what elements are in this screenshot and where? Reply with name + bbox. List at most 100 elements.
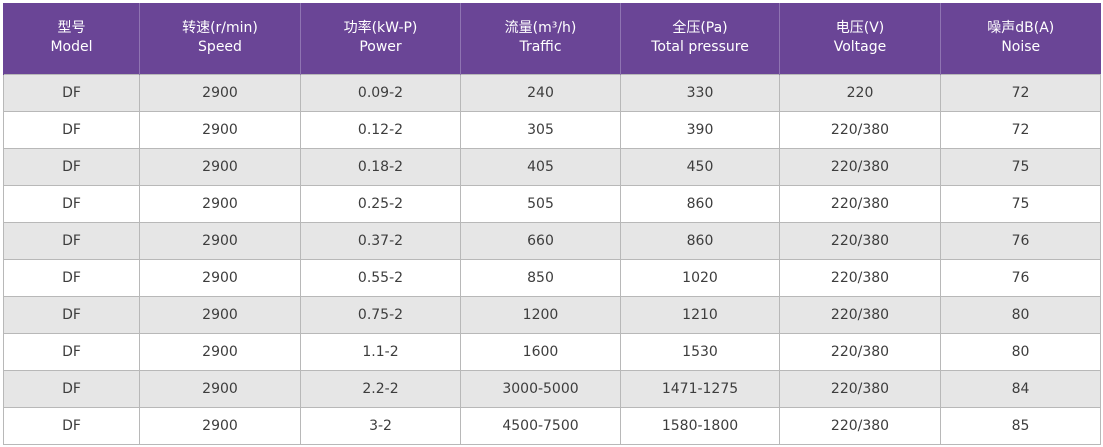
cell-traffic: 4500-7500: [460, 406, 621, 445]
cell-noise: 80: [940, 332, 1101, 371]
cell-speed: 2900: [139, 332, 301, 371]
cell-total-pressure: 1530: [620, 332, 780, 371]
cell-noise: 76: [940, 258, 1101, 297]
table-row: DF 2900 0.37-2 660 860 220/380 76: [3, 221, 1101, 260]
cell-traffic: 505: [460, 184, 621, 223]
header-power-cn: 功率(kW-P): [343, 20, 418, 37]
cell-power: 2.2-2: [300, 369, 461, 408]
cell-speed: 2900: [139, 110, 301, 149]
cell-noise: 75: [940, 184, 1101, 223]
header-total-pressure-cn: 全压(Pa): [672, 20, 728, 37]
cell-speed: 2900: [139, 184, 301, 223]
table-row: DF 2900 3-2 4500-7500 1580-1800 220/380 …: [3, 406, 1101, 445]
table-row: DF 2900 0.12-2 305 390 220/380 72: [3, 110, 1101, 149]
header-voltage-en: Voltage: [833, 39, 887, 56]
header-noise-en: Noise: [1001, 39, 1041, 56]
header-noise-cn: 噪声dB(A): [987, 20, 1055, 37]
header-total-pressure: 全压(Pa) Total pressure: [620, 3, 780, 74]
cell-total-pressure: 860: [620, 221, 780, 260]
cell-traffic: 405: [460, 147, 621, 186]
cell-voltage: 220/380: [779, 406, 941, 445]
cell-model: DF: [3, 147, 140, 186]
cell-power: 0.75-2: [300, 295, 461, 334]
cell-total-pressure: 1580-1800: [620, 406, 780, 445]
cell-noise: 80: [940, 295, 1101, 334]
cell-total-pressure: 1210: [620, 295, 780, 334]
cell-speed: 2900: [139, 258, 301, 297]
cell-speed: 2900: [139, 147, 301, 186]
header-noise: 噪声dB(A) Noise: [940, 3, 1101, 74]
cell-power: 0.09-2: [300, 73, 461, 112]
cell-total-pressure: 390: [620, 110, 780, 149]
cell-voltage: 220/380: [779, 258, 941, 297]
header-voltage-cn: 电压(V): [835, 20, 885, 37]
cell-model: DF: [3, 221, 140, 260]
header-speed-en: Speed: [198, 39, 242, 56]
cell-total-pressure: 330: [620, 73, 780, 112]
header-model-cn: 型号: [57, 20, 86, 37]
cell-power: 3-2: [300, 406, 461, 445]
cell-voltage: 220/380: [779, 110, 941, 149]
cell-noise: 84: [940, 369, 1101, 408]
cell-power: 0.25-2: [300, 184, 461, 223]
cell-voltage: 220/380: [779, 184, 941, 223]
cell-noise: 72: [940, 73, 1101, 112]
cell-speed: 2900: [139, 369, 301, 408]
header-power-en: Power: [359, 39, 402, 56]
cell-model: DF: [3, 258, 140, 297]
cell-noise: 72: [940, 110, 1101, 149]
cell-voltage: 220/380: [779, 369, 941, 408]
cell-model: DF: [3, 369, 140, 408]
table-body: DF 2900 0.09-2 240 330 220 72 DF 2900 0.…: [3, 73, 1101, 445]
cell-power: 0.18-2: [300, 147, 461, 186]
header-traffic-en: Traffic: [519, 39, 562, 56]
cell-traffic: 850: [460, 258, 621, 297]
cell-total-pressure: 1020: [620, 258, 780, 297]
cell-power: 0.12-2: [300, 110, 461, 149]
table-row: DF 2900 0.75-2 1200 1210 220/380 80: [3, 295, 1101, 334]
cell-total-pressure: 1471-1275: [620, 369, 780, 408]
cell-model: DF: [3, 295, 140, 334]
header-traffic-cn: 流量(m³/h): [504, 20, 577, 37]
cell-model: DF: [3, 406, 140, 445]
cell-model: DF: [3, 73, 140, 112]
cell-voltage: 220/380: [779, 332, 941, 371]
table-header: 型号 Model 转速(r/min) Speed 功率(kW-P) Power …: [3, 3, 1101, 74]
header-model-en: Model: [50, 39, 93, 56]
table-row: DF 2900 1.1-2 1600 1530 220/380 80: [3, 332, 1101, 371]
cell-model: DF: [3, 332, 140, 371]
table-row: DF 2900 0.55-2 850 1020 220/380 76: [3, 258, 1101, 297]
cell-speed: 2900: [139, 295, 301, 334]
fan-spec-table: 型号 Model 转速(r/min) Speed 功率(kW-P) Power …: [3, 3, 1101, 445]
cell-voltage: 220/380: [779, 147, 941, 186]
cell-power: 0.55-2: [300, 258, 461, 297]
cell-traffic: 3000-5000: [460, 369, 621, 408]
cell-traffic: 660: [460, 221, 621, 260]
cell-total-pressure: 860: [620, 184, 780, 223]
cell-power: 0.37-2: [300, 221, 461, 260]
header-model: 型号 Model: [3, 3, 140, 74]
header-row: 型号 Model 转速(r/min) Speed 功率(kW-P) Power …: [3, 3, 1101, 74]
cell-speed: 2900: [139, 221, 301, 260]
cell-noise: 76: [940, 221, 1101, 260]
cell-traffic: 240: [460, 73, 621, 112]
header-speed-cn: 转速(r/min): [182, 20, 258, 37]
table-row: DF 2900 0.18-2 405 450 220/380 75: [3, 147, 1101, 186]
header-total-pressure-en: Total pressure: [651, 39, 749, 56]
cell-voltage: 220: [779, 73, 941, 112]
cell-voltage: 220/380: [779, 295, 941, 334]
header-traffic: 流量(m³/h) Traffic: [460, 3, 621, 74]
table-row: DF 2900 0.25-2 505 860 220/380 75: [3, 184, 1101, 223]
table-row: DF 2900 0.09-2 240 330 220 72: [3, 73, 1101, 112]
cell-total-pressure: 450: [620, 147, 780, 186]
cell-traffic: 1200: [460, 295, 621, 334]
cell-model: DF: [3, 110, 140, 149]
cell-noise: 75: [940, 147, 1101, 186]
header-voltage: 电压(V) Voltage: [779, 3, 941, 74]
cell-voltage: 220/380: [779, 221, 941, 260]
cell-speed: 2900: [139, 406, 301, 445]
cell-traffic: 305: [460, 110, 621, 149]
cell-speed: 2900: [139, 73, 301, 112]
cell-noise: 85: [940, 406, 1101, 445]
